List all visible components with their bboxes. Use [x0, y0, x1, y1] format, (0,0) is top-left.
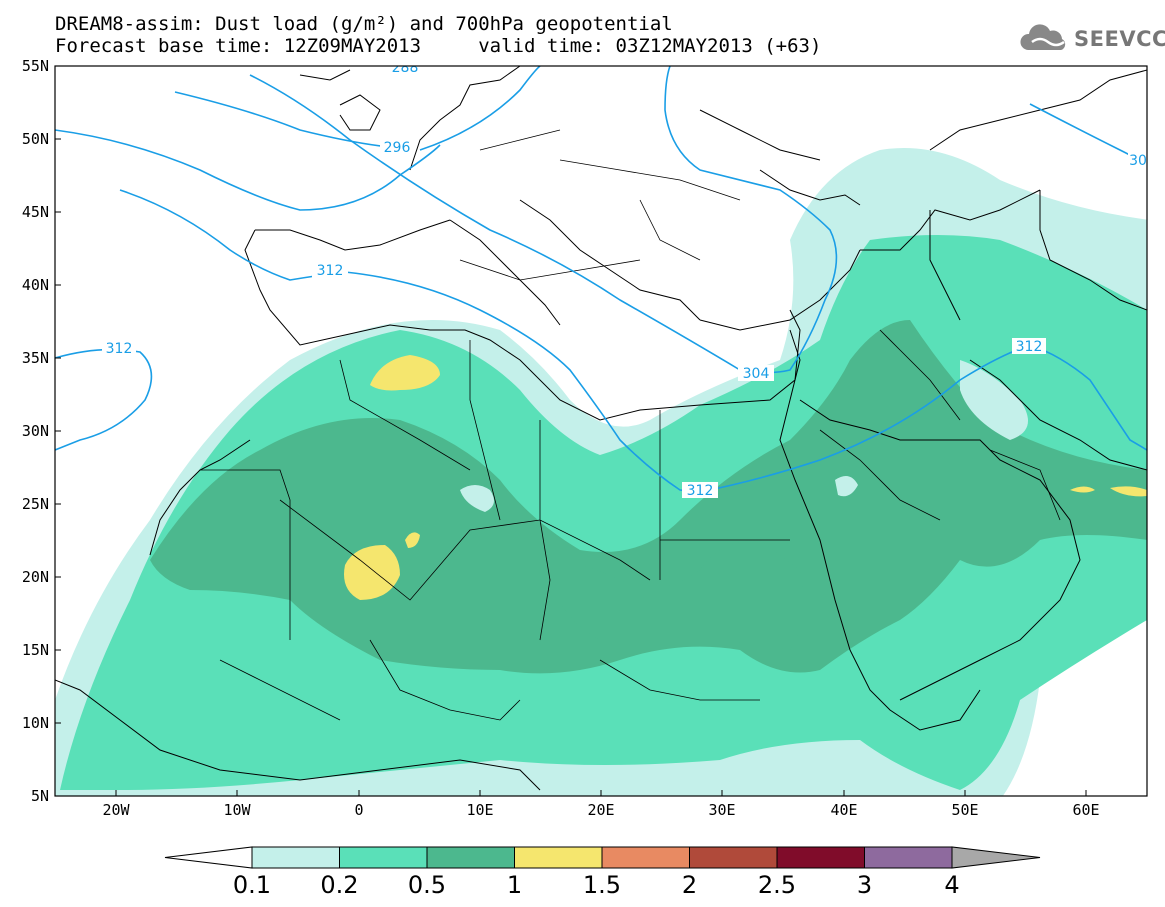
contour-label: 288 [392, 60, 419, 76]
lat-label: 10N [22, 714, 49, 732]
colorbar-label: 0.2 [320, 871, 358, 899]
country-borders [200, 129, 1061, 721]
colorbar: 0.1 0.2 0.5 1 1.5 2 2.5 3 4 [164, 846, 1041, 899]
dust-layer-0.5 [540, 540, 804, 650]
dust-layer-1 [1070, 486, 1095, 493]
contour-label: 312 [687, 483, 714, 499]
longitude-axis: 20W 10W 0 10E 20E 30E 40E 50E 60E [102, 790, 1100, 819]
contour-label: 30 [1129, 153, 1147, 169]
lon-label: 20E [587, 801, 614, 819]
contour-label: 304 [743, 366, 770, 382]
contour-296 [419, 66, 541, 151]
contour-label: 312 [1016, 339, 1043, 355]
dust-layer-0.1 [960, 360, 1028, 440]
dust-layer-1 [405, 532, 420, 548]
contour-312 [55, 348, 153, 451]
colorbar-label: 3 [857, 871, 872, 899]
lat-label: 25N [22, 495, 49, 513]
colorbar-bin [776, 846, 865, 869]
logo-text: SEEVCCC [1074, 27, 1165, 51]
seevccc-logo: SEEVCCC [1018, 22, 1165, 56]
lon-label: 0 [354, 801, 363, 819]
colorbar-bin [864, 846, 953, 869]
cloud-icon [1020, 24, 1066, 50]
colorbar-bin [514, 846, 603, 869]
contour-label: 312 [106, 341, 133, 357]
lat-label: 55N [22, 57, 49, 75]
lon-label: 30E [708, 801, 735, 819]
latitude-axis: 55N 50N 45N 40N 35N 30N 25N 20N 15N 10N … [22, 57, 61, 805]
dust-layer-0.5 [150, 320, 1147, 674]
colorbar-label: 2 [682, 871, 697, 899]
lon-label: 10E [466, 801, 493, 819]
contour-304 [249, 66, 838, 374]
lon-label: 50E [951, 801, 978, 819]
lon-label: 20W [102, 801, 130, 819]
lat-label: 40N [22, 276, 49, 294]
contour-label: 296 [384, 140, 411, 156]
lon-label: 10W [223, 801, 251, 819]
colorbar-label: 1.5 [583, 871, 621, 899]
colorbar-under-arrow [164, 846, 253, 869]
lon-label: 40E [830, 801, 857, 819]
lat-label: 5N [31, 787, 49, 805]
dust-layer-1 [1110, 486, 1147, 497]
contour-296 [174, 91, 401, 149]
colorbar-bin [426, 846, 515, 869]
contour-label: 312 [317, 263, 344, 279]
contour-labels: 296 312 312 304 312 312 30 288 [102, 60, 1147, 499]
map-title: DREAM8-assim: Dust load (g/m²) and 700hP… [55, 13, 673, 35]
colorbar-bin [689, 846, 778, 869]
colorbar-bin [339, 846, 428, 869]
colorbar-label: 4 [944, 871, 959, 899]
dust-layer-0.1 [460, 485, 494, 512]
colorbar-bin [601, 846, 690, 869]
lat-label: 30N [22, 422, 49, 440]
colorbar-label: 0.1 [233, 871, 271, 899]
dust-layer-1 [370, 355, 440, 391]
colorbar-label: 1 [507, 871, 522, 899]
lat-label: 35N [22, 349, 49, 367]
colorbar-label: 2.5 [758, 871, 796, 899]
lat-label: 45N [22, 203, 49, 221]
lat-label: 50N [22, 130, 49, 148]
colorbar-bin [251, 846, 340, 869]
colorbar-label: 0.5 [408, 871, 446, 899]
contour-296 [55, 129, 441, 211]
lat-label: 15N [22, 641, 49, 659]
forecast-time-subtitle: Forecast base time: 12Z09MAY2013 valid t… [55, 35, 822, 57]
dust-layer-0.1 [835, 476, 858, 497]
lon-label: 60E [1072, 801, 1099, 819]
colorbar-over-arrow [951, 846, 1041, 869]
lat-label: 20N [22, 568, 49, 586]
